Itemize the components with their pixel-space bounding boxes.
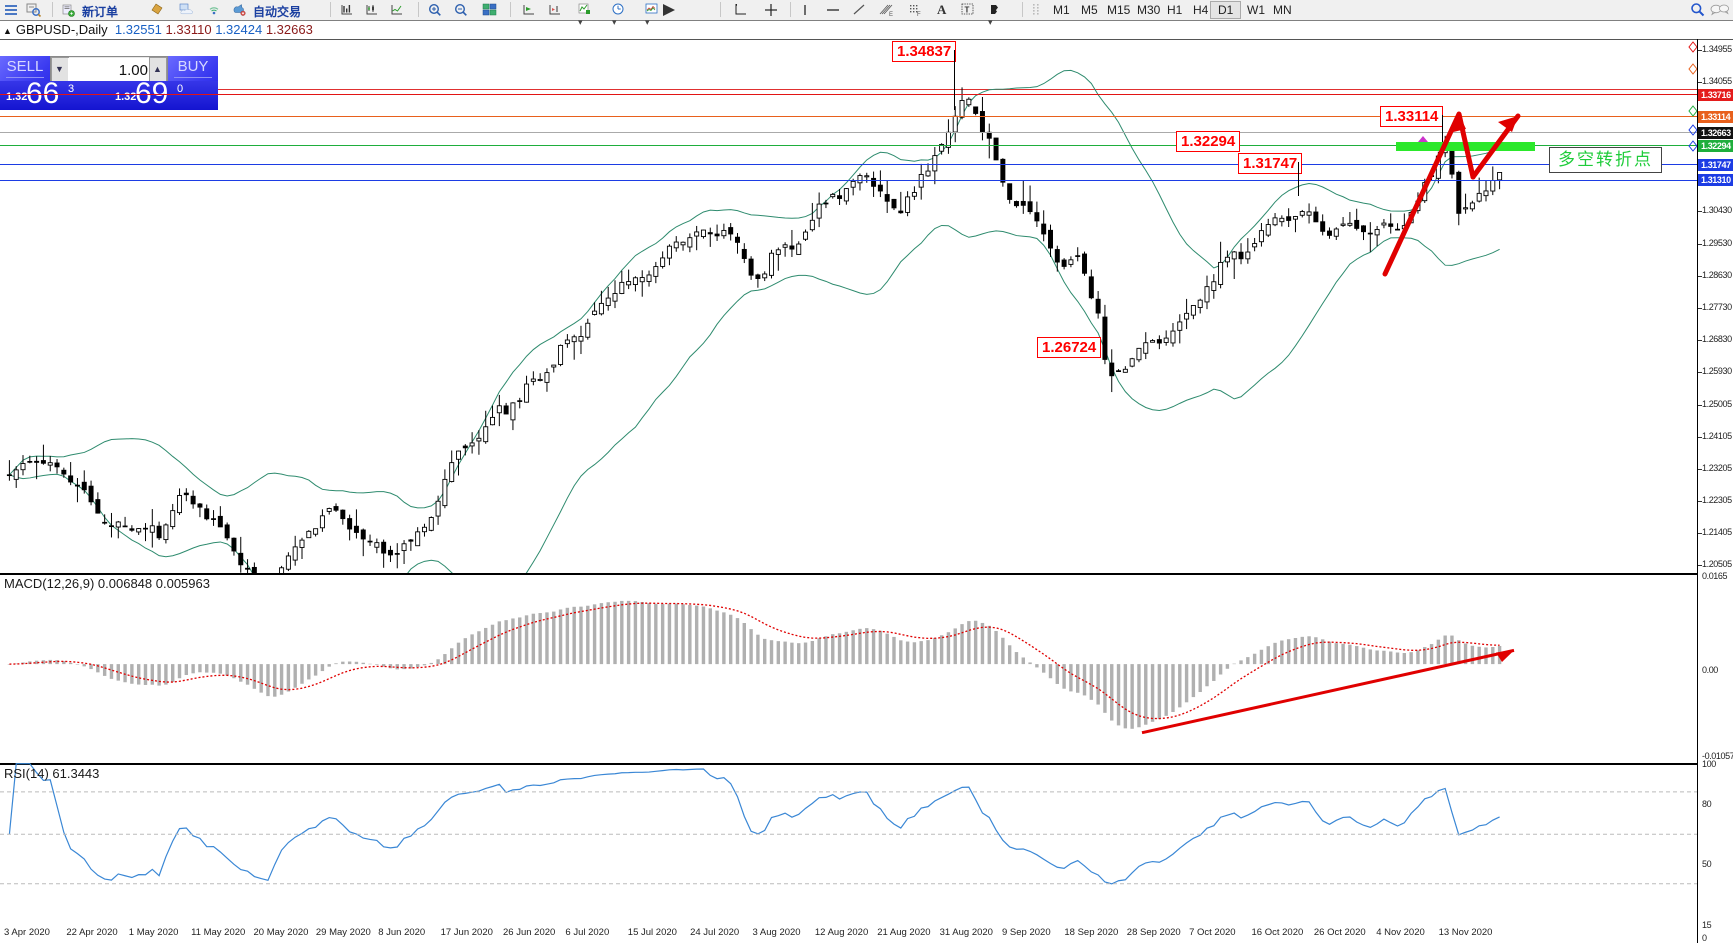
svg-text:F: F <box>917 12 921 17</box>
svg-text:E: E <box>889 12 893 17</box>
svg-text:T: T <box>965 6 970 15</box>
